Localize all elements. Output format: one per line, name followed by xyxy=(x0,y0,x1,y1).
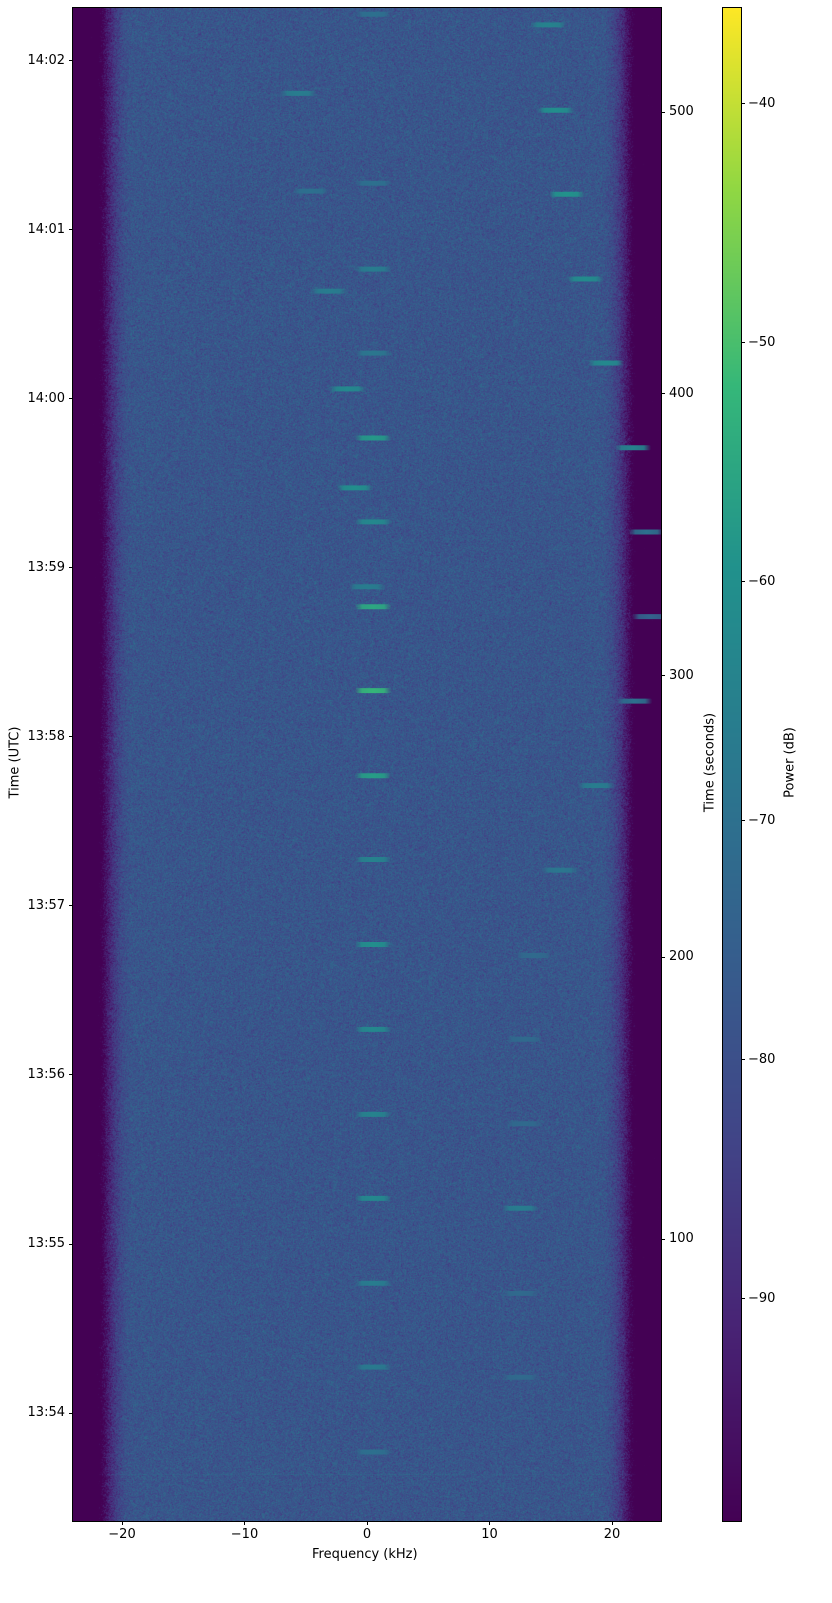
colorbar-tick-label: −50 xyxy=(748,334,776,350)
signal-burst xyxy=(310,288,348,294)
signal-burst xyxy=(354,856,392,862)
spectrogram-image xyxy=(73,8,661,1521)
right-y-tick xyxy=(661,393,665,395)
left-y-tick-label: 14:00 xyxy=(27,390,65,406)
signal-burst xyxy=(292,188,330,194)
left-y-tick-label: 14:02 xyxy=(27,52,65,68)
left-y-tick xyxy=(69,229,73,231)
right-y-tick xyxy=(661,1238,665,1240)
signal-burst xyxy=(515,953,552,959)
right-y-tick-label: 500 xyxy=(669,104,694,120)
x-tick xyxy=(489,1521,490,1525)
signal-burst xyxy=(577,783,615,789)
signal-burst xyxy=(354,180,392,186)
signal-burst xyxy=(501,1374,539,1380)
signal-burst xyxy=(354,1111,392,1117)
left-y-axis-label: Time (UTC) xyxy=(7,726,23,799)
x-tick-label: 20 xyxy=(603,1527,621,1542)
x-tick-label: −20 xyxy=(108,1527,136,1542)
colorbar-tick-label: −80 xyxy=(748,1051,776,1067)
signal-burst xyxy=(329,386,366,392)
left-y-tick-label: 14:01 xyxy=(27,221,65,237)
signal-burst xyxy=(501,1205,539,1211)
left-y-tick-label: 13:56 xyxy=(27,1066,65,1082)
left-y-tick-label: 13:54 xyxy=(27,1405,65,1421)
left-y-tick-label: 13:59 xyxy=(27,559,65,575)
signal-burst xyxy=(505,1121,543,1127)
signal-burst xyxy=(354,435,392,441)
colorbar-tick-label: −40 xyxy=(748,95,776,111)
signal-burst xyxy=(354,266,392,272)
colorbar-tick xyxy=(741,103,745,105)
signal-burst xyxy=(354,942,392,948)
signal-burst xyxy=(354,604,392,610)
signal-burst xyxy=(505,1036,543,1042)
left-y-tick xyxy=(69,1243,73,1245)
x-axis-label: Frequency (kHz) xyxy=(312,1547,418,1562)
signal-burst xyxy=(587,360,625,366)
signal-burst xyxy=(627,529,661,535)
colorbar-tick-label: −90 xyxy=(748,1290,776,1306)
colorbar-tick xyxy=(741,1059,745,1061)
colorbar-tick-label: −60 xyxy=(748,573,776,589)
left-y-tick xyxy=(69,1412,73,1414)
right-y-tick xyxy=(661,956,665,958)
signal-burst xyxy=(354,773,392,779)
left-y-tick-label: 13:58 xyxy=(27,728,65,744)
colorbar-label: Power (dB) xyxy=(782,727,798,798)
signal-burst xyxy=(354,519,392,525)
signal-burst xyxy=(354,1280,392,1286)
colorbar-tick xyxy=(741,1298,745,1300)
signal-burst xyxy=(548,191,586,197)
x-tick xyxy=(244,1521,245,1525)
left-y-tick xyxy=(69,60,73,62)
x-tick xyxy=(121,1521,123,1525)
signal-burst xyxy=(354,11,392,17)
left-y-tick xyxy=(69,398,73,400)
colorbar-tick xyxy=(741,820,745,822)
left-y-tick-label: 13:57 xyxy=(27,897,65,913)
signal-burst xyxy=(631,614,661,620)
right-y-tick xyxy=(661,675,665,677)
signal-burst xyxy=(537,107,575,113)
colorbar-tick xyxy=(741,342,745,344)
x-tick-label: 10 xyxy=(481,1527,498,1542)
x-tick xyxy=(611,1521,613,1525)
spectrogram-plot-area xyxy=(73,8,661,1521)
colorbar xyxy=(723,8,741,1521)
left-y-tick xyxy=(69,567,73,569)
right-y-tick-label: 200 xyxy=(669,949,694,965)
left-y-tick xyxy=(69,905,73,907)
signal-layer xyxy=(280,11,661,1455)
colorbar-tick xyxy=(741,581,745,583)
signal-burst xyxy=(566,276,604,282)
x-tick-label: 0 xyxy=(362,1527,372,1542)
signal-burst xyxy=(529,22,567,28)
left-y-tick xyxy=(69,1074,73,1076)
signal-burst xyxy=(614,445,652,451)
signal-burst xyxy=(615,698,653,704)
signal-burst xyxy=(501,1290,539,1296)
left-y-tick xyxy=(69,736,73,738)
signal-burst xyxy=(354,350,392,356)
x-tick xyxy=(366,1521,368,1525)
left-y-tick-label: 13:55 xyxy=(27,1236,65,1252)
x-tick-label: −10 xyxy=(230,1527,259,1542)
right-y-tick xyxy=(661,111,665,113)
right-y-axis-label: Time (seconds) xyxy=(702,712,718,813)
signal-burst xyxy=(354,1449,392,1455)
right-y-tick-label: 400 xyxy=(669,385,694,401)
right-y-tick-label: 100 xyxy=(669,1231,694,1247)
signal-burst xyxy=(280,90,317,96)
signal-burst xyxy=(348,584,386,590)
signal-burst xyxy=(354,1364,392,1370)
signal-burst xyxy=(540,867,578,873)
signal-burst xyxy=(336,485,374,491)
right-y-tick-label: 300 xyxy=(669,667,694,683)
colorbar-tick-label: −70 xyxy=(748,812,776,828)
signal-burst xyxy=(354,1195,392,1201)
colorbar-frame xyxy=(722,7,742,1522)
signal-burst xyxy=(354,1026,392,1032)
signal-burst xyxy=(354,688,392,694)
